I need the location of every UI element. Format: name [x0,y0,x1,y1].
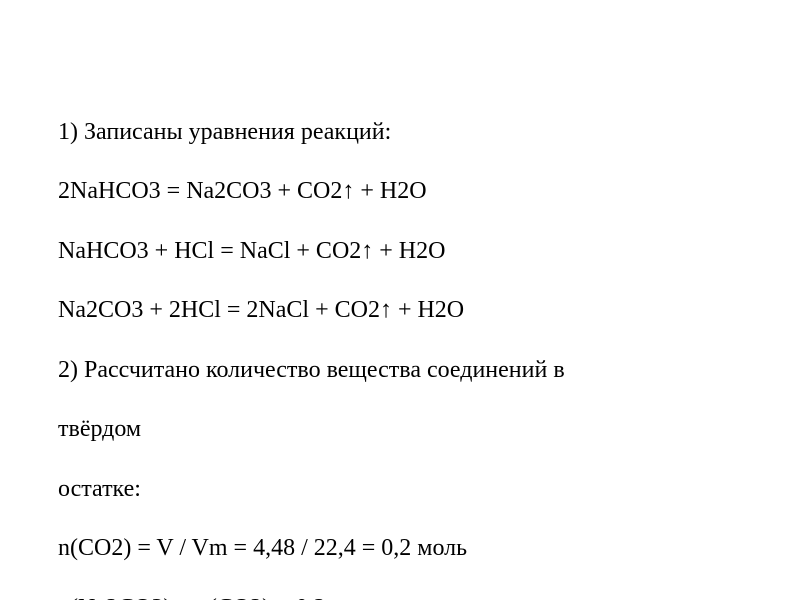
line-9: n(Na2CO3) = n(CO2) = 0,2 моль [58,594,758,600]
document-page: 1) Записаны уравнения реакций: 2NaHCO3 =… [0,0,800,600]
line-7: остатке: [58,475,758,505]
line-8: n(CO2) = V / Vm = 4,48 / 22,4 = 0,2 моль [58,534,758,564]
line-4: Na2CO3 + 2HCl = 2NaCl + CO2↑ + H2O [58,296,758,326]
line-6: твёрдом [58,415,758,445]
line-1: 1) Записаны уравнения реакций: [58,118,758,148]
line-5: 2) Рассчитано количество вещества соедин… [58,356,758,386]
line-2: 2NaHCO3 = Na2CO3 + CO2↑ + H2O [58,177,758,207]
line-3: NaHCO3 + HCl = NaCl + CO2↑ + H2O [58,237,758,267]
text-content: 1) Записаны уравнения реакций: 2NaHCO3 =… [58,88,758,600]
